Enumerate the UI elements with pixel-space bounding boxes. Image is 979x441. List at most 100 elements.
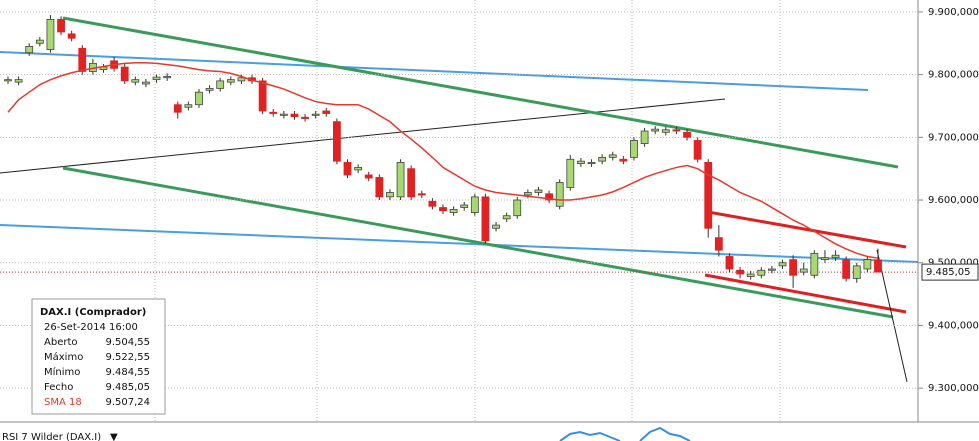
candle-body (258, 80, 267, 112)
candle-body (205, 88, 214, 91)
candle-body (470, 196, 479, 213)
candle-body (683, 131, 691, 138)
info-label: Máximo (44, 351, 83, 363)
price-tag-label: 9.485,05 (926, 267, 971, 278)
candle-body (810, 252, 819, 276)
candle-body (428, 200, 437, 207)
info-box: DAX.I (Comprador) 26-Set-2014 16:00 Aber… (31, 298, 166, 415)
candle-body (831, 254, 840, 259)
lower-panel-label: RSI 7 Wilder (DAX.I) (2, 432, 101, 441)
candle-body (714, 237, 723, 251)
candle-body (46, 19, 55, 50)
candle-body (502, 215, 511, 220)
candle-body (630, 140, 638, 158)
candle-body (78, 47, 87, 72)
candle-body (842, 259, 851, 279)
candle-body (364, 174, 373, 179)
candle-body (863, 259, 872, 270)
y-tick-label: 9.700,000 (928, 132, 979, 143)
candle-body (746, 273, 755, 277)
candle-body (661, 129, 670, 133)
candle-body (131, 79, 140, 83)
candle-body (35, 39, 44, 44)
candle-body (852, 265, 861, 279)
candle-body (290, 113, 299, 118)
candle-body (417, 193, 426, 196)
dropdown-arrow[interactable]: ▼ (110, 432, 118, 441)
candle-body (354, 167, 363, 171)
plot-area (0, 11, 918, 389)
candle-body (768, 268, 776, 271)
candle-body (598, 156, 607, 162)
candle-body (821, 257, 829, 260)
candle-body (67, 33, 76, 39)
candle-body (237, 77, 246, 82)
info-title: DAX.I (Comprador) (40, 307, 146, 318)
candle-body (608, 154, 617, 158)
candle-body (693, 140, 702, 160)
candle-body (57, 19, 65, 33)
candle-body (311, 113, 320, 116)
candle-body (534, 189, 543, 193)
candle-body (778, 262, 787, 267)
info-label: Fecho (44, 382, 73, 393)
candle-body (619, 158, 628, 162)
sma-line (7, 61, 879, 259)
candle-body (672, 129, 681, 132)
info-value: 9.504,55 (105, 337, 150, 348)
candle-body (799, 268, 808, 273)
info-value: 9.484,55 (105, 367, 150, 378)
candle-body (142, 81, 150, 85)
candle-body (333, 121, 341, 162)
info-value: 9.522,55 (105, 352, 150, 363)
candle-body (577, 160, 585, 165)
candle-body (566, 158, 575, 188)
candle-body (736, 269, 744, 275)
candle-body (789, 259, 798, 276)
candle-body (513, 199, 522, 217)
price-tag (921, 263, 979, 281)
candle-body (874, 259, 882, 273)
candle-body (301, 116, 309, 119)
candle-body (449, 209, 458, 213)
info-value: 9.485,05 (105, 382, 150, 393)
info-label: SMA 18 (44, 397, 82, 408)
candle-body (269, 111, 278, 114)
candle-body (407, 168, 416, 198)
candle-body (184, 104, 193, 108)
candle-body (375, 177, 384, 198)
candle-body (587, 162, 596, 165)
candle-body (555, 182, 564, 207)
info-label: Aberto (44, 337, 78, 348)
info-label: Mínimo (44, 366, 80, 378)
candle-body (651, 128, 660, 132)
candle-body (226, 79, 235, 83)
candle-body (545, 193, 553, 201)
candle-body (120, 66, 129, 82)
candle-body (704, 162, 713, 229)
info-value: 9.507,24 (105, 397, 150, 408)
candle-body (322, 110, 331, 114)
y-tick-label: 9.500,000 (928, 258, 979, 269)
candle-body (25, 46, 34, 54)
candle-body (216, 80, 225, 89)
candle-body (173, 104, 182, 113)
y-tick-label: 9.600,000 (928, 195, 979, 206)
y-tick-label: 9.800,000 (928, 70, 979, 81)
y-tick-label: 9.400,000 (928, 320, 979, 331)
y-tick-label: 9.300,000 (928, 383, 979, 394)
candle-body (523, 192, 532, 196)
candle-body (460, 204, 469, 208)
rsi-line (559, 430, 621, 441)
candle-body (279, 113, 288, 116)
candle-body (481, 196, 490, 242)
candle-body (725, 256, 734, 270)
candle-body (195, 91, 203, 106)
candle-body (163, 76, 172, 79)
candle-body (343, 162, 352, 176)
candle-body (757, 269, 766, 276)
candle-body (386, 192, 394, 198)
candle-body (396, 162, 405, 198)
y-tick-label: 9.900,000 (928, 7, 979, 18)
